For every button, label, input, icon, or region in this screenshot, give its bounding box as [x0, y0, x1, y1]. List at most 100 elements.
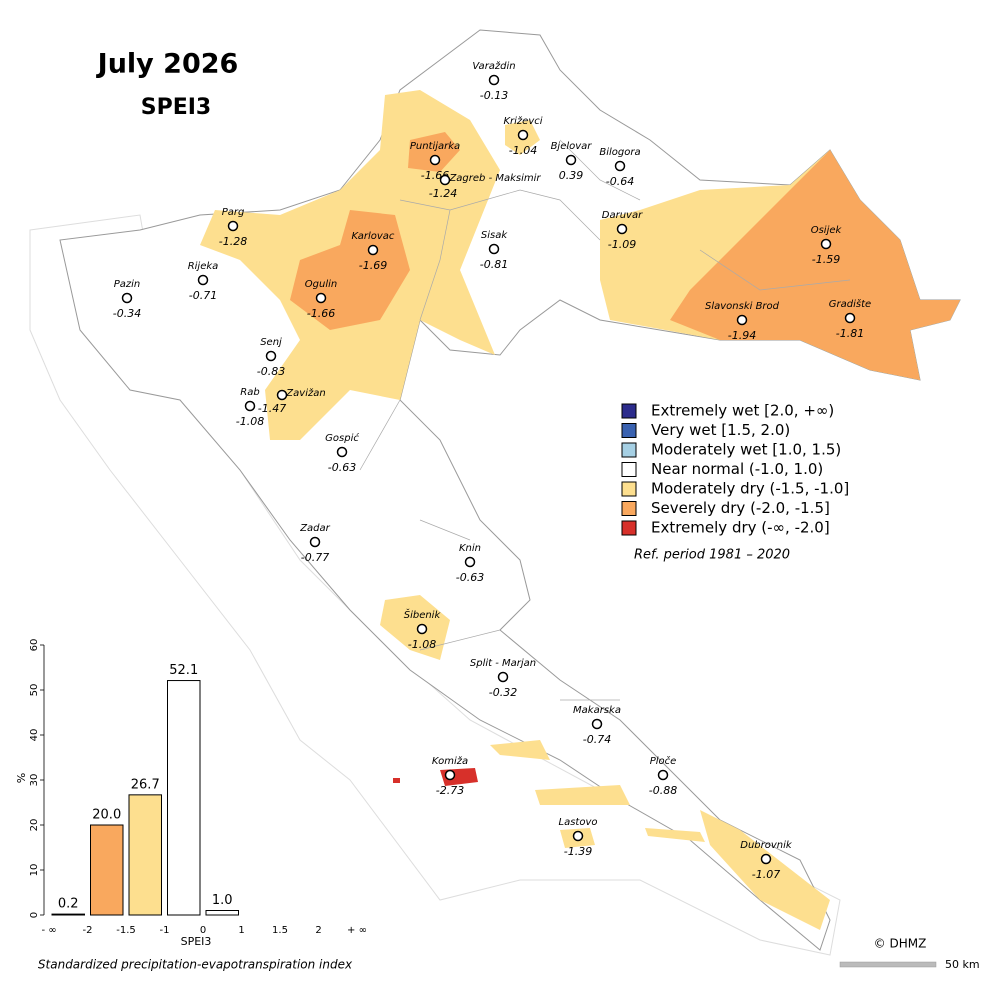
station-marker: [488, 243, 500, 255]
y-tick-label: 0: [29, 912, 40, 918]
station-value: -2.73: [436, 784, 464, 797]
station-value: -1.39: [564, 845, 592, 858]
scale-label: 50 km: [945, 958, 980, 971]
station-marker: [488, 74, 500, 86]
station-value: -1.04: [509, 144, 537, 157]
station-marker: [444, 769, 456, 781]
bar-value-label: 26.7: [131, 777, 160, 792]
inset-caption: Standardized precipitation-evapotranspir…: [38, 958, 353, 972]
x-tick-label: - ∞: [41, 925, 56, 936]
station-name: Rijeka: [188, 261, 219, 272]
x-tick-label: -2: [83, 925, 93, 936]
station-value: -1.66: [307, 307, 335, 320]
station-value: -0.81: [480, 258, 508, 271]
station-name: Ogulin: [305, 279, 337, 290]
station-marker: [464, 556, 476, 568]
station-marker: [315, 292, 327, 304]
legend-label: Very wet [1.5, 2.0): [651, 421, 790, 439]
bar-value-label: 1.0: [212, 893, 233, 908]
station-marker: [121, 292, 133, 304]
x-tick-label: 2: [315, 925, 321, 936]
station-name: Križevci: [503, 115, 542, 127]
station-name: Split - Marjan: [470, 658, 536, 669]
station-name: Gradište: [829, 298, 871, 310]
legend-label: Extremely dry (-∞, -2.0]: [651, 519, 830, 537]
station-value: -0.63: [328, 461, 356, 474]
station-marker: [616, 223, 628, 235]
station-value: -0.63: [456, 571, 484, 584]
legend-swatch: [621, 501, 637, 516]
legend-swatch: [621, 442, 637, 458]
subtitle: SPEI3: [141, 95, 212, 120]
bar: [205, 910, 239, 916]
station-marker: [429, 154, 441, 166]
bar: [90, 824, 124, 916]
station-value: -1.28: [219, 235, 247, 248]
region-border: [359, 139, 851, 701]
bar: [51, 913, 85, 916]
x-tick-label: 0: [200, 925, 206, 936]
legend-swatch: [621, 403, 637, 419]
station-name: Pazin: [114, 279, 141, 290]
station-name: Sisak: [481, 230, 508, 241]
station-marker: [197, 274, 209, 286]
y-tick-label: 10: [29, 864, 40, 877]
scale-bar-rect: [839, 961, 937, 968]
station-name: Lastovo: [559, 817, 598, 828]
station-value: -1.69: [359, 259, 387, 272]
station-marker: [265, 350, 277, 362]
station-value: -0.77: [301, 551, 329, 564]
station-marker: [736, 314, 748, 326]
station-name: Gospić: [325, 432, 359, 444]
inset-y-label: %: [15, 773, 28, 783]
legend-label: Near normal (-1.0, 1.0): [651, 460, 823, 478]
area-severely-dry: [408, 132, 460, 172]
station-marker: [244, 400, 256, 412]
x-tick-label: -1: [160, 925, 170, 936]
station-value: -1.59: [812, 253, 840, 266]
y-tick-label: 50: [29, 684, 40, 697]
station-name: Komiža: [432, 755, 468, 767]
sea-outline: [29, 214, 841, 956]
station-name: Parg: [222, 207, 245, 218]
station-marker: [276, 389, 288, 401]
ref-period: Ref. period 1981 – 2020: [634, 548, 790, 563]
station-marker: [497, 671, 509, 683]
bar-value-label: 0.2: [58, 897, 79, 912]
title: July 2026: [96, 49, 239, 80]
station-value: -0.71: [189, 289, 217, 302]
station-name: Šibenik: [404, 608, 442, 621]
station-marker: [367, 244, 379, 256]
scale-bar: 50 km: [839, 958, 980, 971]
inset-x-label: SPEI3: [181, 935, 212, 948]
station-marker: [591, 718, 603, 730]
station-name: Bilogora: [599, 147, 640, 158]
station-name: Makarska: [573, 705, 621, 716]
x-tick-label: 1.5: [272, 925, 288, 936]
station-value: 0.39: [559, 169, 584, 182]
station-marker: [572, 830, 584, 842]
bar-value-label: 52.1: [169, 663, 198, 678]
station-name: Puntijarka: [410, 141, 460, 152]
legend-swatch: [621, 520, 637, 536]
legend-label: Severely dry (-2.0, -1.5]: [651, 499, 830, 517]
station-value: -1.47: [258, 402, 286, 415]
station-name: Knin: [459, 543, 481, 554]
station-name: Zadar: [299, 523, 330, 534]
station-marker: [614, 160, 626, 172]
station-name: Slavonski Brod: [705, 301, 780, 312]
station-marker: [760, 853, 772, 865]
station-name: Daruvar: [602, 210, 643, 221]
station-name: Ploče: [650, 755, 677, 767]
station-marker: [439, 174, 451, 186]
station-name: Dubrovnik: [740, 840, 793, 851]
station-marker: [517, 129, 529, 141]
bar-value-label: 20.0: [92, 808, 121, 823]
station-value: -1.09: [608, 238, 636, 251]
bar: [128, 794, 162, 916]
legend-label: Extremely wet [2.0, +∞): [651, 402, 834, 420]
legend-swatch: [621, 481, 637, 497]
station-value: -1.08: [408, 638, 436, 651]
station-marker: [565, 154, 577, 166]
station-value: -0.74: [583, 733, 611, 746]
